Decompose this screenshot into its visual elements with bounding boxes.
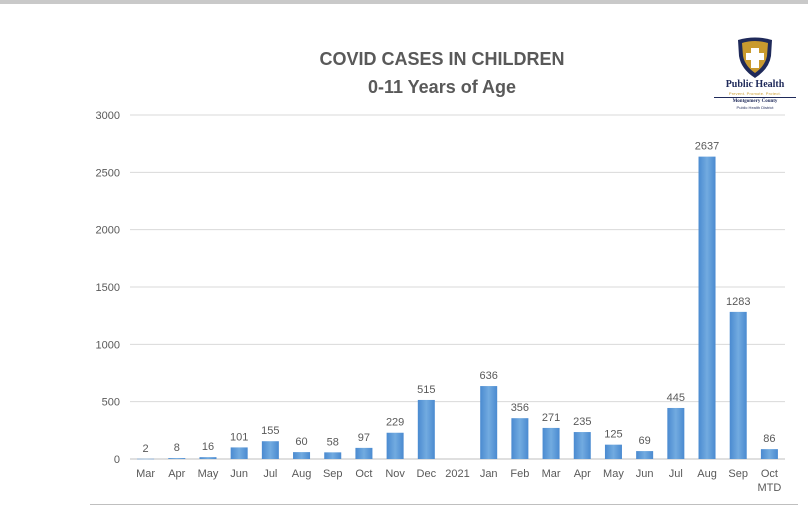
bar [355,447,373,459]
y-tick-label: 1500 [96,282,120,294]
x-tick-label: Oct [355,468,372,480]
chart-subtitle: 0-11 Years of Age [367,77,517,97]
x-tick-label: Apr [168,468,185,480]
logo-county: Montgomery County [732,99,778,104]
bar [480,386,498,459]
x-tick-label: MTD [757,482,781,494]
x-tick-label: Mar [542,468,561,480]
x-tick-label: Dec [417,468,437,480]
data-label: 69 [639,435,651,447]
bar [168,458,186,459]
data-label: 2637 [695,141,719,153]
x-tick-label: Jul [263,468,277,480]
data-label: 271 [542,412,560,424]
data-label: 16 [202,441,214,453]
logo-name: Public Health [725,79,785,90]
data-label: 58 [327,436,339,448]
data-label: 1283 [726,296,750,308]
data-label: 60 [295,436,307,448]
data-label: 515 [417,384,435,396]
data-label: 8 [174,442,180,454]
bar [417,399,435,459]
y-tick-label: 3000 [96,110,120,122]
bar [261,441,279,459]
bar [729,311,747,459]
bottom-border [90,504,798,505]
data-labels: 2 8 16 101 155 60 58 97 229 515 636 356 271 235 125 69 4… [143,141,776,455]
x-tick-label: Aug [292,468,312,480]
x-tick-label: 2021 [445,468,469,480]
x-axis: Mar Apr May Jun Jul Aug Sep Oct Nov Dec 2021 Jan Feb… [136,468,781,494]
x-tick-label: Jul [669,468,683,480]
x-tick-label: Mar [136,468,155,480]
bar [386,432,404,459]
x-tick-label: Sep [323,468,343,480]
logo-divider [714,97,796,98]
data-label: 155 [261,425,279,437]
bar [511,418,529,459]
bar [604,444,622,459]
bar [293,452,311,459]
x-tick-label: Jan [480,468,498,480]
shield-icon [738,37,772,78]
y-axis: 0 500 1000 1500 2000 2500 3000 [96,110,120,466]
gridlines [130,114,785,460]
data-label: 2 [143,443,149,455]
x-tick-label: Jun [636,468,654,480]
x-tick-label: Apr [574,468,591,480]
x-tick-label: Feb [510,468,529,480]
bar [324,452,342,459]
data-label: 445 [667,392,685,404]
x-tick-label: Oct [761,468,778,480]
x-tick-label: Nov [385,468,405,480]
data-label: 97 [358,432,370,444]
y-tick-label: 500 [102,397,120,409]
x-tick-label: May [603,468,624,480]
x-tick-label: Sep [728,468,748,480]
data-label: 101 [230,431,248,443]
bar [573,432,591,459]
top-border [0,0,808,4]
bar [667,407,685,459]
x-tick-label: Jun [230,468,248,480]
bar [698,156,716,459]
data-label: 636 [480,370,498,382]
data-label: 229 [386,417,404,429]
chart-title: COVID CASES IN CHILDREN [319,49,565,69]
bars [137,156,778,460]
bar [230,447,248,459]
logo-district: Public Health District [736,105,774,110]
bar [137,458,155,460]
data-label: 86 [763,433,775,445]
y-tick-label: 2500 [96,167,120,179]
bar [636,451,654,459]
y-tick-label: 1000 [96,339,120,351]
y-tick-label: 2000 [96,225,120,237]
data-label: 356 [511,402,529,414]
y-tick-label: 0 [114,454,120,466]
data-label: 235 [573,416,591,428]
bar [199,457,217,459]
data-label: 125 [604,429,622,441]
public-health-logo: Public Health Prevent. Promote. Protect.… [714,36,808,112]
x-tick-label: Aug [697,468,717,480]
x-tick-label: May [198,468,219,480]
bar [542,427,560,459]
logo-tagline: Prevent. Promote. Protect. [728,91,782,96]
bar [760,449,778,459]
